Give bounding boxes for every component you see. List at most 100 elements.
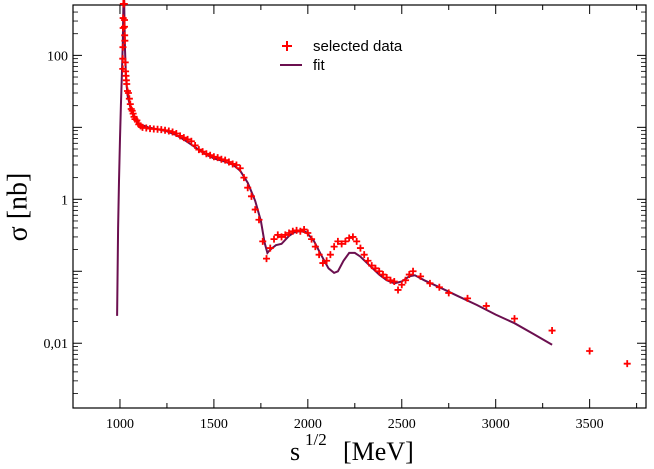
data-point xyxy=(176,132,184,140)
data-point xyxy=(341,237,349,245)
data-point xyxy=(270,235,278,243)
data-point xyxy=(315,251,323,259)
data-point xyxy=(259,237,267,245)
x-tick-label: 3000 xyxy=(482,417,510,432)
data-point xyxy=(263,255,271,263)
data-point xyxy=(426,279,434,287)
data-point xyxy=(435,283,443,291)
data-point xyxy=(202,150,210,158)
data-point xyxy=(319,259,327,267)
data-point xyxy=(191,141,199,149)
data-point xyxy=(334,237,342,245)
data-point xyxy=(232,161,240,169)
legend-marker-selected-data xyxy=(282,41,292,51)
data-point xyxy=(199,148,207,156)
data-point xyxy=(121,58,129,66)
data-point xyxy=(119,55,127,63)
data-point xyxy=(409,267,417,275)
data-point xyxy=(338,240,346,248)
data-point xyxy=(165,127,173,135)
data-point xyxy=(247,192,255,200)
data-point xyxy=(398,281,406,289)
data-point xyxy=(169,128,177,136)
legend: selected data fit xyxy=(280,38,403,74)
data-point xyxy=(236,164,244,172)
data-point xyxy=(285,229,293,237)
y-tick-label: 100 xyxy=(47,49,68,64)
data-point xyxy=(345,234,353,242)
data-point xyxy=(386,276,394,284)
data-point xyxy=(445,289,453,297)
data-point xyxy=(296,227,304,235)
data-point xyxy=(180,134,188,142)
data-point xyxy=(240,174,248,182)
data-point xyxy=(124,89,132,97)
data-point xyxy=(323,257,331,265)
data-point xyxy=(244,184,252,192)
data-point xyxy=(120,0,128,8)
data-point xyxy=(123,80,131,88)
x-tick-label: 1000 xyxy=(106,417,134,432)
data-point xyxy=(353,237,361,245)
data-point xyxy=(195,146,203,154)
data-point xyxy=(274,231,282,239)
data-point xyxy=(121,37,129,45)
data-point xyxy=(623,360,631,368)
legend-label-selected-data: selected data xyxy=(313,38,403,55)
data-point xyxy=(482,302,490,310)
data-point xyxy=(405,271,413,279)
data-point xyxy=(360,251,368,259)
data-point xyxy=(390,278,398,286)
data-point xyxy=(375,267,383,275)
x-axis-title-unit: [MeV] xyxy=(343,437,414,466)
data-point xyxy=(126,100,134,108)
data-point xyxy=(214,154,222,162)
data-point xyxy=(304,229,312,237)
data-point xyxy=(349,233,357,241)
data-point xyxy=(548,327,556,335)
data-point xyxy=(383,273,391,281)
x-axis-title-base: s xyxy=(290,437,300,466)
data-point xyxy=(311,243,319,251)
data-point xyxy=(394,286,402,294)
x-tick-label: 3500 xyxy=(576,417,604,432)
x-axis-title: s 1/2 [MeV] xyxy=(290,430,414,466)
y-axis-title: σ [nb] xyxy=(2,173,33,242)
data-point xyxy=(255,216,263,224)
data-point xyxy=(278,233,286,241)
data-point xyxy=(119,43,127,51)
data-point xyxy=(356,244,364,252)
data-point xyxy=(330,243,338,251)
data-point xyxy=(184,135,192,143)
data-point xyxy=(251,206,259,214)
data-point xyxy=(308,235,316,243)
data-point xyxy=(125,95,133,103)
data-point xyxy=(364,257,372,265)
data-point xyxy=(120,23,128,31)
data-point xyxy=(225,158,233,166)
data-point xyxy=(510,315,518,323)
data-point xyxy=(417,272,425,280)
plot-frame xyxy=(72,4,647,409)
y-tick-label: 0,01 xyxy=(44,337,69,352)
data-point xyxy=(371,264,379,272)
data-point xyxy=(300,226,308,234)
data-point xyxy=(187,137,195,145)
data-point xyxy=(402,276,410,284)
y-tick-label: 1 xyxy=(61,193,68,208)
data-point xyxy=(379,271,387,279)
data-point xyxy=(368,262,376,270)
data-point xyxy=(119,24,127,32)
x-tick-label: 2500 xyxy=(388,417,416,432)
fit-line xyxy=(116,0,553,346)
data-point xyxy=(281,231,289,239)
data-point xyxy=(326,251,334,259)
data-point xyxy=(120,16,128,24)
data-point xyxy=(229,160,237,168)
legend-label-fit: fit xyxy=(313,57,326,74)
data-point xyxy=(464,294,472,302)
x-tick-label: 2000 xyxy=(294,417,322,432)
x-axis-title-superscript: 1/2 xyxy=(305,430,327,449)
data-point xyxy=(266,244,274,252)
